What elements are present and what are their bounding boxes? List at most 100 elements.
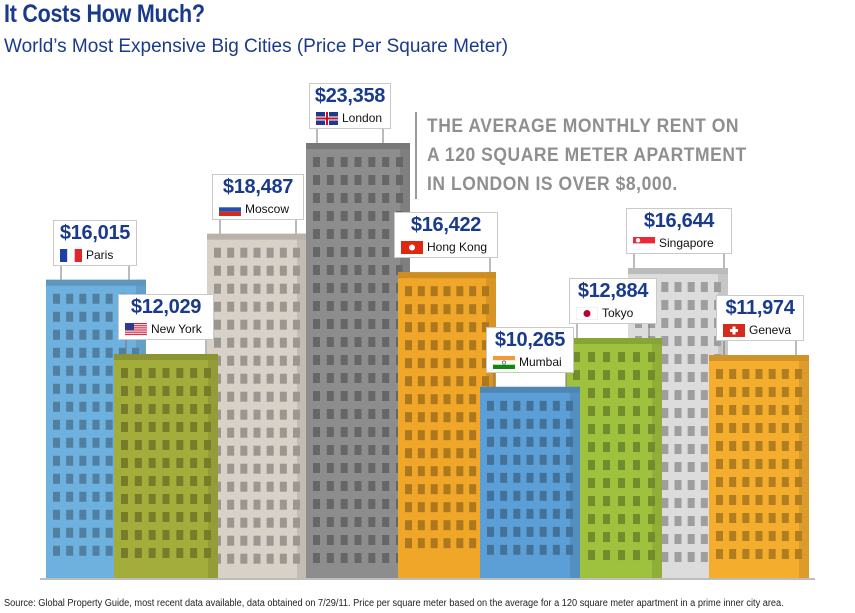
window: [588, 406, 595, 417]
window: [204, 529, 211, 540]
window: [768, 387, 776, 398]
note-line: THE AVERAGE MONTHLY RENT ON: [427, 116, 740, 137]
window: [227, 427, 235, 438]
window: [240, 337, 248, 348]
window: [566, 490, 573, 501]
window: [105, 455, 113, 466]
window: [176, 493, 184, 504]
window: [354, 535, 362, 545]
window: [340, 229, 348, 239]
window: [266, 337, 274, 348]
price-value: $11,974: [725, 297, 795, 319]
window: [417, 340, 425, 351]
window: [227, 301, 235, 312]
window: [539, 436, 547, 447]
window: [443, 340, 451, 351]
window: [253, 427, 261, 438]
window: [742, 531, 750, 542]
window: [326, 283, 334, 293]
window: [340, 175, 348, 185]
russia-flag-icon: [219, 202, 241, 216]
window: [105, 365, 113, 376]
window: [781, 387, 789, 398]
window: [588, 532, 595, 543]
window: [618, 370, 625, 381]
window: [313, 499, 320, 509]
window: [661, 462, 669, 473]
window: [443, 538, 451, 549]
window: [121, 511, 128, 522]
window: [293, 445, 300, 456]
window: [781, 495, 789, 506]
building-roof: [207, 233, 307, 240]
window: [266, 247, 274, 258]
window: [121, 457, 128, 468]
window: [588, 514, 595, 525]
window: [588, 352, 595, 363]
window: [443, 394, 451, 405]
window: [487, 508, 494, 519]
window: [716, 459, 723, 470]
window: [204, 403, 211, 414]
window: [382, 175, 390, 185]
window: [405, 340, 412, 351]
window: [148, 457, 156, 468]
window: [405, 466, 412, 477]
window: [674, 426, 682, 437]
window: [162, 385, 170, 396]
window: [313, 319, 320, 329]
window: [618, 496, 625, 507]
window: [566, 454, 573, 465]
window: [340, 499, 348, 509]
window: [603, 496, 610, 507]
window: [687, 516, 695, 527]
building-tokyo: [566, 338, 662, 578]
window: [674, 408, 682, 419]
window: [121, 385, 128, 396]
window: [661, 498, 669, 509]
window: [755, 549, 763, 560]
window: [742, 513, 750, 524]
window: [340, 445, 348, 455]
window: [121, 475, 128, 486]
window: [79, 491, 87, 502]
window: [253, 283, 261, 294]
window: [382, 211, 390, 221]
city-name: Geneva: [749, 323, 792, 337]
window: [648, 406, 655, 417]
window: [162, 529, 170, 540]
window: [382, 337, 390, 347]
window: [313, 373, 320, 383]
window: [105, 347, 113, 358]
window: [134, 547, 142, 558]
window: [340, 409, 348, 419]
window: [266, 355, 274, 366]
window: [755, 531, 763, 542]
window: [354, 409, 362, 419]
window: [92, 455, 100, 466]
window: [526, 526, 534, 537]
window: [162, 421, 170, 432]
window: [240, 427, 248, 438]
window: [240, 373, 248, 384]
window: [648, 352, 655, 363]
window: [340, 463, 348, 473]
window: [687, 282, 695, 293]
window: [687, 462, 695, 473]
window: [176, 547, 184, 558]
window: [368, 229, 376, 239]
window: [603, 442, 610, 453]
window: [253, 481, 261, 492]
window: [340, 535, 348, 545]
window: [368, 391, 376, 401]
window: [313, 517, 320, 527]
window: [313, 265, 320, 275]
window: [417, 538, 425, 549]
window: [313, 211, 320, 221]
window: [588, 550, 595, 561]
window: [396, 175, 403, 185]
window: [456, 322, 464, 333]
window: [648, 424, 655, 435]
window: [648, 442, 655, 453]
window: [539, 544, 547, 555]
